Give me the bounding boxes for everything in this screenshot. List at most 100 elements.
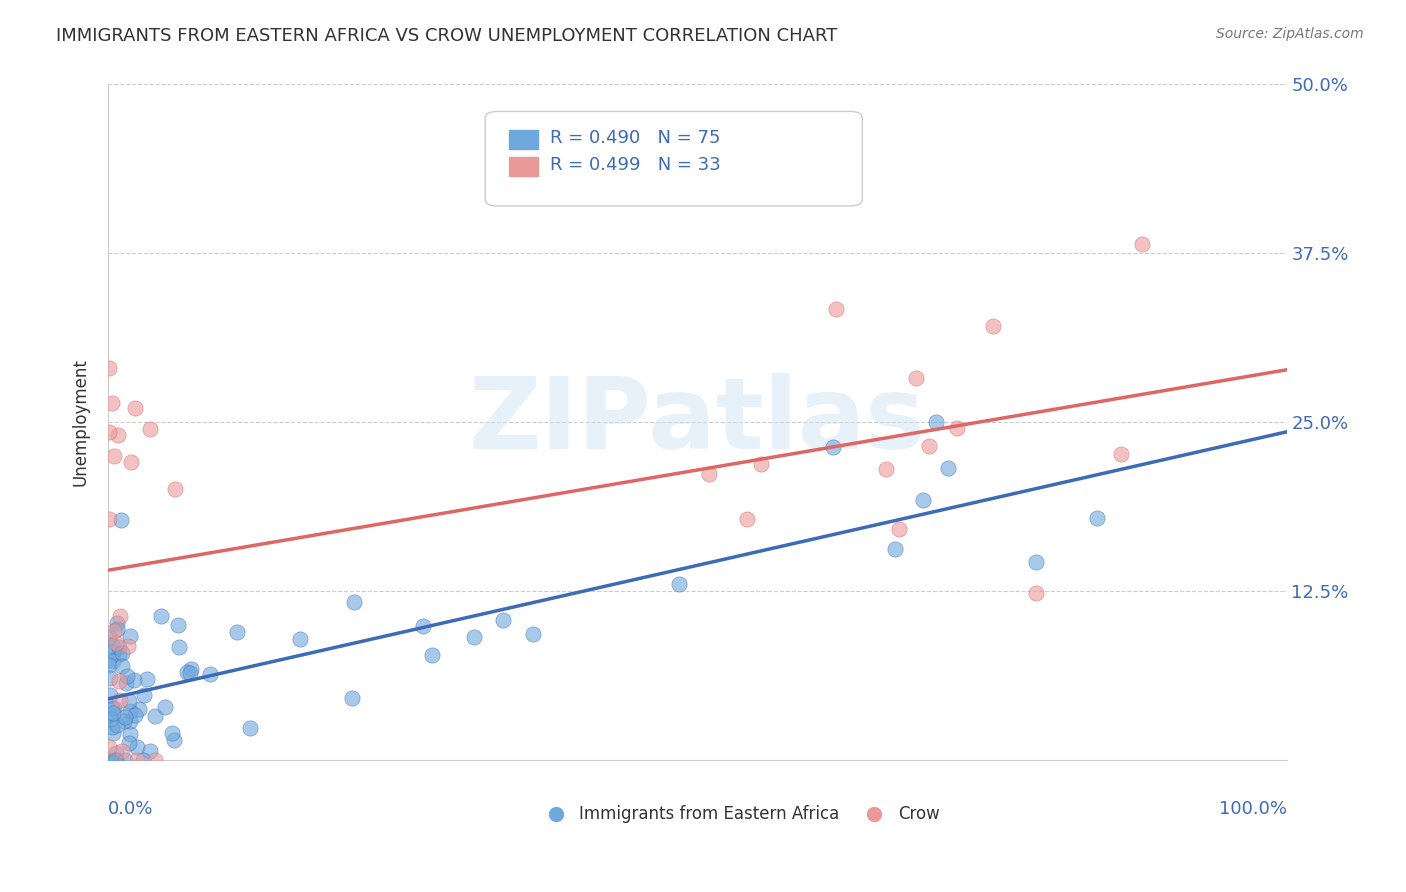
- Immigrants from Eastern Africa: [912, 493, 935, 508]
- Crow: [904, 371, 927, 385]
- Immigrants from Eastern Africa: [104, 752, 127, 766]
- Immigrants from Eastern Africa: [1087, 511, 1109, 525]
- Immigrants from Eastern Africa: [118, 629, 141, 643]
- Immigrants from Eastern Africa: [160, 725, 183, 739]
- Crow: [887, 522, 910, 536]
- Immigrants from Eastern Africa: [105, 746, 128, 760]
- Immigrants from Eastern Africa: [125, 739, 148, 754]
- Crow: [165, 483, 187, 497]
- Immigrants from Eastern Africa: [239, 721, 262, 735]
- Crow: [101, 396, 124, 410]
- Text: R = 0.499   N = 33: R = 0.499 N = 33: [550, 156, 721, 175]
- Immigrants from Eastern Africa: [105, 622, 128, 636]
- Immigrants from Eastern Africa: [98, 671, 121, 685]
- Immigrants from Eastern Africa: [105, 615, 128, 630]
- Immigrants from Eastern Africa: [105, 717, 128, 731]
- Immigrants from Eastern Africa: [153, 700, 176, 714]
- Crow: [111, 743, 134, 757]
- Immigrants from Eastern Africa: [111, 646, 134, 660]
- Y-axis label: Unemployment: Unemployment: [72, 358, 89, 486]
- Immigrants from Eastern Africa: [668, 577, 690, 591]
- Immigrants from Eastern Africa: [198, 667, 221, 681]
- Immigrants from Eastern Africa: [118, 727, 141, 741]
- Crow: [107, 428, 129, 442]
- Immigrants from Eastern Africa: [180, 662, 202, 676]
- Immigrants from Eastern Africa: [103, 726, 125, 740]
- Immigrants from Eastern Africa: [111, 658, 134, 673]
- Immigrants from Eastern Africa: [1025, 555, 1047, 569]
- Crow: [875, 461, 897, 475]
- Immigrants from Eastern Africa: [936, 461, 959, 475]
- Immigrants from Eastern Africa: [288, 632, 311, 646]
- Crow: [1109, 447, 1132, 461]
- Immigrants from Eastern Africa: [132, 752, 155, 766]
- Immigrants from Eastern Africa: [343, 595, 366, 609]
- Immigrants from Eastern Africa: [101, 654, 124, 668]
- Point: [544, 861, 567, 875]
- Immigrants from Eastern Africa: [884, 542, 907, 557]
- Immigrants from Eastern Africa: [167, 618, 190, 632]
- Immigrants from Eastern Africa: [122, 673, 145, 688]
- Immigrants from Eastern Africa: [118, 736, 141, 750]
- Immigrants from Eastern Africa: [136, 672, 159, 686]
- Text: Immigrants from Eastern Africa: Immigrants from Eastern Africa: [579, 805, 839, 822]
- Crow: [139, 422, 162, 436]
- Immigrants from Eastern Africa: [412, 619, 434, 633]
- Bar: [509, 129, 538, 149]
- Crow: [1130, 236, 1153, 251]
- Text: Crow: Crow: [897, 805, 939, 822]
- Crow: [824, 302, 846, 317]
- Text: Source: ZipAtlas.com: Source: ZipAtlas.com: [1216, 27, 1364, 41]
- Immigrants from Eastern Africa: [522, 627, 544, 641]
- Immigrants from Eastern Africa: [114, 752, 136, 766]
- Immigrants from Eastern Africa: [226, 624, 249, 639]
- Immigrants from Eastern Africa: [100, 689, 122, 703]
- Crow: [124, 401, 146, 416]
- Immigrants from Eastern Africa: [176, 665, 198, 679]
- Immigrants from Eastern Africa: [163, 732, 186, 747]
- Crow: [103, 450, 125, 464]
- Immigrants from Eastern Africa: [118, 705, 141, 719]
- Crow: [918, 438, 941, 452]
- Immigrants from Eastern Africa: [97, 653, 120, 667]
- Immigrants from Eastern Africa: [115, 669, 138, 683]
- Crow: [125, 752, 148, 766]
- Crow: [98, 740, 121, 755]
- Crow: [749, 457, 772, 471]
- Immigrants from Eastern Africa: [128, 702, 150, 716]
- Immigrants from Eastern Africa: [105, 752, 128, 766]
- Immigrants from Eastern Africa: [114, 676, 136, 690]
- Immigrants from Eastern Africa: [340, 690, 363, 705]
- Bar: [509, 157, 538, 176]
- Immigrants from Eastern Africa: [823, 440, 845, 454]
- Immigrants from Eastern Africa: [101, 721, 124, 735]
- Crow: [735, 512, 758, 526]
- Crow: [117, 639, 139, 653]
- Crow: [143, 752, 166, 766]
- Immigrants from Eastern Africa: [107, 640, 129, 654]
- Immigrants from Eastern Africa: [139, 744, 162, 758]
- Point: [863, 861, 886, 875]
- Immigrants from Eastern Africa: [134, 689, 156, 703]
- Immigrants from Eastern Africa: [103, 701, 125, 715]
- Immigrants from Eastern Africa: [492, 613, 515, 627]
- Crow: [103, 624, 125, 638]
- Immigrants from Eastern Africa: [101, 752, 124, 766]
- Immigrants from Eastern Africa: [100, 701, 122, 715]
- Text: R = 0.490   N = 75: R = 0.490 N = 75: [550, 129, 720, 147]
- Immigrants from Eastern Africa: [463, 630, 485, 644]
- Immigrants from Eastern Africa: [145, 708, 167, 723]
- Immigrants from Eastern Africa: [108, 648, 131, 662]
- Immigrants from Eastern Africa: [101, 706, 124, 721]
- Crow: [110, 693, 132, 707]
- Crow: [981, 319, 1004, 334]
- Immigrants from Eastern Africa: [101, 645, 124, 659]
- Immigrants from Eastern Africa: [420, 648, 443, 662]
- Crow: [1025, 585, 1047, 599]
- Text: 0.0%: 0.0%: [108, 800, 153, 818]
- Crow: [98, 425, 121, 439]
- Immigrants from Eastern Africa: [97, 630, 120, 644]
- Immigrants from Eastern Africa: [124, 708, 146, 723]
- Crow: [697, 467, 720, 482]
- Text: 100.0%: 100.0%: [1219, 800, 1286, 818]
